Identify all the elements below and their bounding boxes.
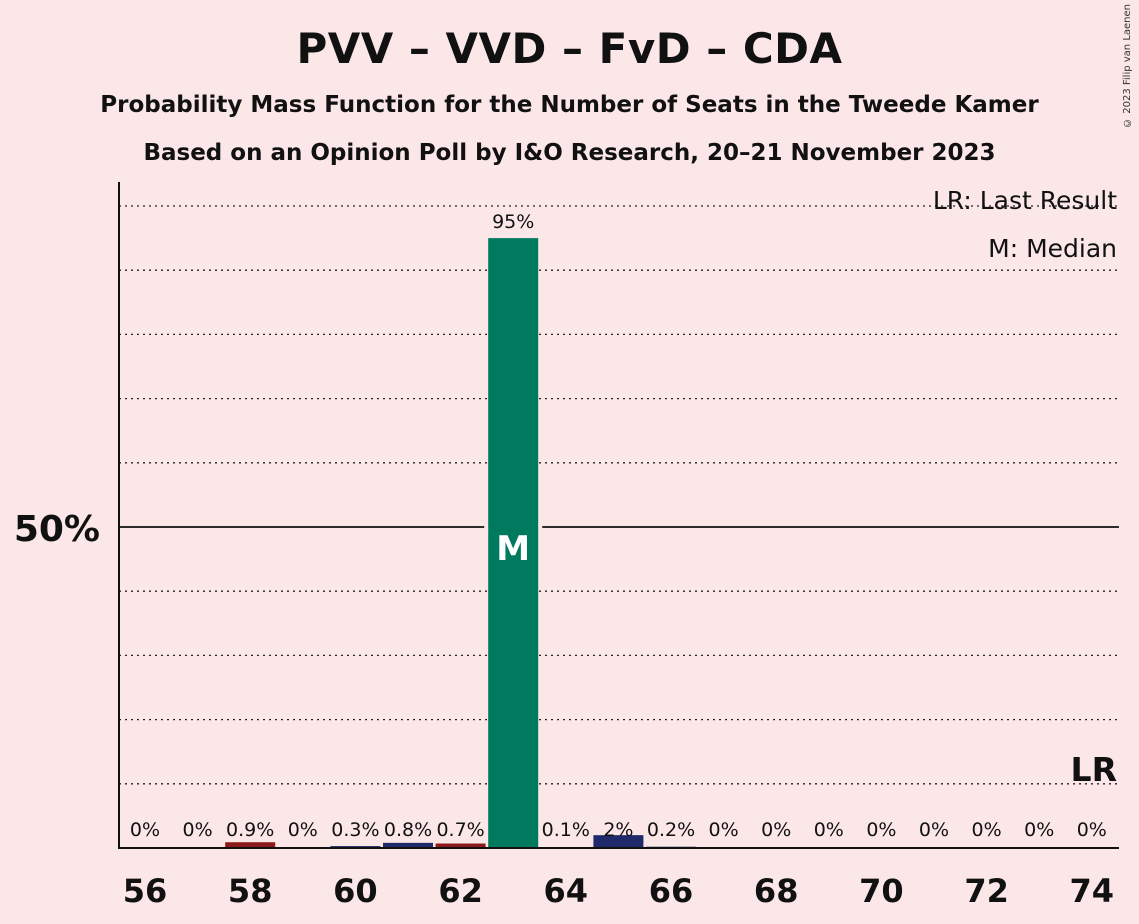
bar-label-65: 2% [603,819,633,841]
bar-58 [225,842,276,848]
last-result-marker: LR [1071,750,1117,789]
bar-label-69: 0% [814,819,844,841]
x-tick-label-72: 72 [964,872,1009,910]
bar-label-67: 0% [709,819,739,841]
bar-label-63: 95% [492,211,534,233]
bar-label-61: 0.8% [384,819,432,841]
bar-label-64: 0.1% [542,819,590,841]
median-marker: M [496,529,530,569]
bar-label-68: 0% [761,819,791,841]
bar-label-70: 0% [866,819,896,841]
bar-label-56: 0% [130,819,160,841]
legend-median: M: Median [988,234,1117,263]
x-tick-label-60: 60 [333,872,378,910]
bar-label-73: 0% [1024,819,1054,841]
legend-last-result: LR: Last Result [933,186,1117,215]
x-tick-label-74: 74 [1070,872,1115,910]
chart-subtitle: Probability Mass Function for the Number… [100,92,1039,118]
x-tick-label-68: 68 [754,872,799,910]
bar-65 [593,835,644,848]
bar-label-74: 0% [1077,819,1107,841]
bar-label-71: 0% [919,819,949,841]
bar-61 [383,842,433,848]
bar-label-60: 0.3% [331,819,379,841]
bar-label-66: 0.2% [647,819,695,841]
x-tick-label-62: 62 [438,872,483,910]
median-gap-left [484,525,489,529]
bar-label-72: 0% [972,819,1002,841]
median-gap-right [538,525,543,529]
bar-62 [435,843,486,848]
bar-label-57: 0% [183,819,213,841]
bar-label-62: 0.7% [436,819,484,841]
y-tick-label-50: 50% [14,509,100,550]
x-tick-label-56: 56 [123,872,168,910]
chart-source: Based on an Opinion Poll by I&O Research… [143,140,996,166]
x-tick-label-66: 66 [649,872,694,910]
bar-63 [488,238,539,849]
chart-title: PVV – VVD – FvD – CDA [296,24,843,73]
x-tick-label-70: 70 [859,872,904,910]
bar-label-59: 0% [288,819,318,841]
x-tick-label-64: 64 [544,872,589,910]
bar-label-58: 0.9% [226,819,274,841]
x-tick-label-58: 58 [228,872,273,910]
